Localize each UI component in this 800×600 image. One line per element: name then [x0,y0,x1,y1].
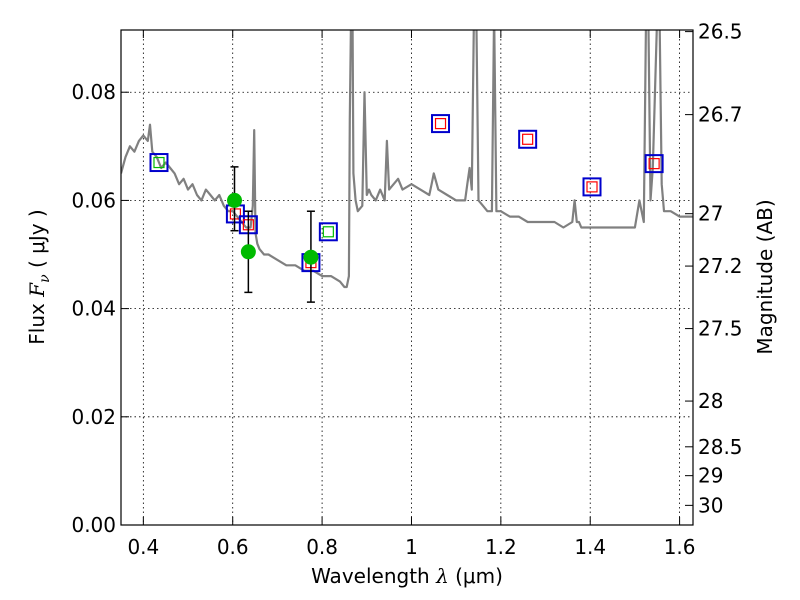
x-tick-label: 0.6 [217,535,249,559]
y2-tick-label: 26.5 [698,20,743,44]
x-tick-label: 1.4 [574,535,606,559]
observed-point [240,244,256,260]
template-spectrum-line [121,30,693,289]
x-tick-label: 1 [405,535,418,559]
model-flux-inner [586,181,598,193]
x-axis-label: Wavelength λ (μm) [311,564,503,588]
model-flux-box [582,177,602,197]
y-tick-label: 0.06 [71,188,116,212]
y-tick-label: 0.04 [71,297,116,321]
observed-point [303,249,319,265]
model-flux-inner [648,158,660,170]
y-axis-label: Flux Fν ( μJy ) [25,209,53,344]
y2-tick-label: 27.5 [698,317,743,341]
plot-frame [120,29,694,526]
model-flux-inner [522,133,534,145]
model-flux-inner [229,208,241,220]
model-flux-inner [434,117,447,130]
model-flux-inner [153,156,165,169]
y2-tick-label: 29 [698,464,723,488]
y2-tick-label: 27 [698,202,723,226]
observed-point [227,192,243,208]
y2-axis-label: Magnitude (AB) [753,199,777,354]
y-tick-label: 0.02 [71,405,116,429]
axes: 0.4 0.6 0.8 1 1.2 1.4 1.6 0.00 0.02 0.04 0.06 0.08 2… [71,20,742,559]
y2-tick-label: 27.2 [698,254,743,278]
y2-tick-label: 28.5 [698,435,743,459]
x-tick-label: 1.2 [485,535,517,559]
model-flux-inner [322,226,334,238]
y2-tick-label: 26.7 [698,103,743,127]
x-tick-label: 0.8 [306,535,338,559]
y-tick-label: 0.08 [71,80,116,104]
model-flux-box [318,222,338,242]
y2-tick-label: 30 [698,493,723,517]
y2-tick-label: 28 [698,389,723,413]
grid [121,30,693,526]
model-flux-box [518,129,538,149]
model-flux-box [644,154,664,174]
model-flux-box [149,153,169,173]
x-tick-label: 1.6 [664,535,696,559]
plot-area [121,30,693,303]
y-tick-label: 0.00 [71,513,116,537]
x-tick-label: 0.4 [127,535,159,559]
model-flux-box [431,114,451,134]
